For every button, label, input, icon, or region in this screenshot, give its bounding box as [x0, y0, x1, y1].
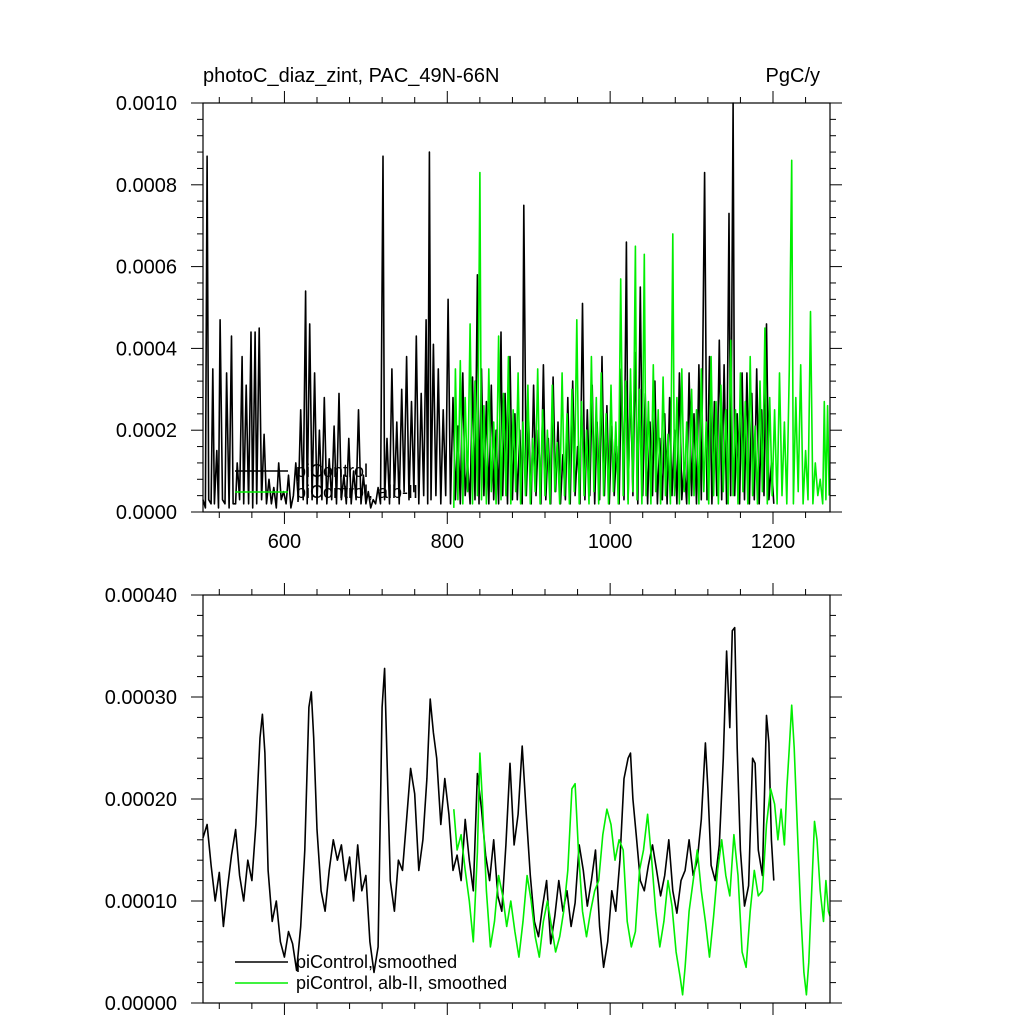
bottom-legend-label: piControl, smoothed: [296, 952, 457, 972]
bottom-panel: 0.00000 0.00010 0.00020 0.00030 0.00040 piCon…: [105, 583, 842, 1015]
bottom-legend-label: piControl, alb-II, smoothed: [296, 973, 507, 993]
top-series-line-1: [453, 159, 830, 508]
top-plot-frame: [202, 102, 831, 513]
bottom-y-tick-label: 0.00020: [105, 789, 177, 811]
top-y-tick-label: 0.0002: [116, 420, 177, 442]
top-y-tick-label: 0.0004: [116, 338, 177, 360]
bottom-y-tick-label: 0.00030: [105, 687, 177, 709]
bottom-y-tick-label: 0.00000: [105, 993, 177, 1015]
top-x-tick-label: 600: [268, 531, 301, 553]
top-legend-label: piControl, alb-II: [296, 482, 418, 502]
top-x-tick-label: 800: [431, 531, 464, 553]
bottom-series-line-0: [202, 626, 775, 974]
top-y-tick-label: 0.0008: [116, 175, 177, 197]
top-x-tick-label: 1000: [588, 531, 633, 553]
bottom-plot-area: 0.00000 0.00010 0.00020 0.00030 0.00040 piCon…: [105, 583, 842, 1015]
top-y-tick-label: 0.0006: [116, 257, 177, 279]
top-y-tick-label: 0.0010: [116, 93, 177, 115]
bottom-y-tick-label: 0.00010: [105, 891, 177, 913]
bottom-y-tick-label: 0.00040: [105, 585, 177, 607]
top-title-left: photoC_diaz_zint, PAC_49N-66N: [203, 65, 499, 87]
bottom-series-line-1: [453, 704, 831, 996]
top-panel: photoC_diaz_zint, PAC_49N-66N PgC/y 600 8…: [116, 65, 842, 553]
top-plot-area: 600 800 1000 1200 0.0000 0.0002 0.0004 0.0006 0.…: [116, 91, 842, 553]
top-legend-label: piControl: [296, 461, 368, 481]
top-y-tick-label: 0.0000: [116, 502, 177, 524]
top-x-tick-label: 1200: [751, 531, 796, 553]
top-title-right: PgC/y: [766, 65, 820, 87]
